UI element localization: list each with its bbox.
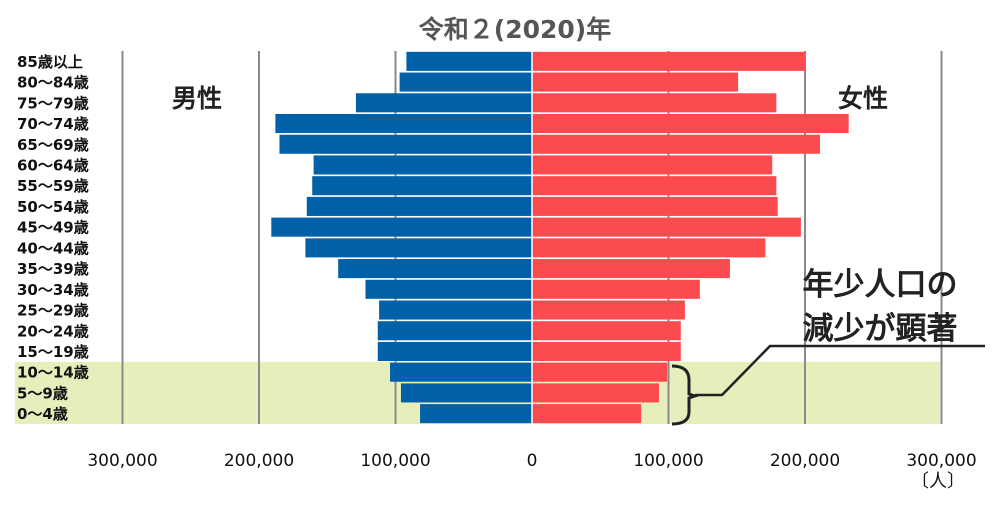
x-tick-label: 0 <box>527 451 538 471</box>
x-tick-label: 300,000 <box>87 451 157 471</box>
x-tick-label: 100,000 <box>633 451 703 471</box>
bar-male <box>338 259 532 279</box>
bar-female <box>532 196 778 216</box>
legend-female: 女性 <box>838 84 888 113</box>
x-axis-tick-labels: 300,000 200,000 100,000 0 100,000 200,000 300,… <box>87 451 976 471</box>
bar-male <box>377 321 532 341</box>
annotation-line-2: 減少が顕著 <box>803 311 958 347</box>
bar-male <box>271 217 532 237</box>
bar-female <box>532 383 659 403</box>
age-label: 50〜54歳 <box>17 198 89 216</box>
bar-male <box>406 51 532 71</box>
bar-female <box>532 217 801 237</box>
bar-female <box>532 321 681 341</box>
bar-male <box>305 238 532 258</box>
male-series <box>271 51 532 424</box>
bar-male <box>400 383 532 403</box>
age-label: 80〜84歳 <box>17 74 89 92</box>
bar-female <box>532 300 685 320</box>
bar-male <box>390 362 532 382</box>
age-label: 65〜69歳 <box>17 136 89 154</box>
bar-male <box>306 196 532 216</box>
bar-female <box>532 155 773 175</box>
bar-male <box>313 155 532 175</box>
age-label: 35〜39歳 <box>17 260 89 278</box>
bar-female <box>532 404 642 424</box>
bar-female <box>532 51 805 71</box>
age-label: 30〜34歳 <box>17 281 89 299</box>
chart-title: 令和２(2020)年 <box>419 15 611 44</box>
age-label: 15〜19歳 <box>17 343 89 361</box>
bar-male <box>377 341 532 362</box>
bar-male <box>420 404 532 424</box>
x-tick-label: 100,000 <box>360 451 430 471</box>
grid-lines <box>121 51 943 424</box>
age-label: 75〜79歳 <box>17 94 89 112</box>
bar-female <box>532 341 681 362</box>
bar-female <box>532 279 700 299</box>
age-label: 10〜14歳 <box>17 364 89 382</box>
bar-male <box>399 72 532 92</box>
age-label: 25〜29歳 <box>17 302 89 320</box>
bar-female <box>532 72 739 92</box>
legend-male: 男性 <box>172 84 222 113</box>
age-label: 0〜4歳 <box>17 405 68 423</box>
bar-female <box>532 113 849 134</box>
age-label: 70〜74歳 <box>17 115 89 133</box>
age-label: 45〜49歳 <box>17 219 89 237</box>
bar-male <box>279 134 532 154</box>
bar-male <box>365 279 532 299</box>
x-tick-label: 200,000 <box>770 451 840 471</box>
bar-male <box>355 93 532 113</box>
female-series <box>532 51 849 424</box>
x-tick-label: 200,000 <box>224 451 294 471</box>
age-label: 60〜64歳 <box>17 156 89 174</box>
bar-male <box>275 113 532 134</box>
annotation-leader-line <box>695 344 985 397</box>
x-tick-label: 300,000 <box>906 451 976 471</box>
age-axis-labels: 85歳以上 80〜84歳 75〜79歳 70〜74歳 65〜69歳 60〜64歳 55〜59… <box>17 53 89 423</box>
unit-label: 〔人〕 <box>911 471 965 492</box>
bar-female <box>532 93 777 113</box>
bar-female <box>532 176 777 196</box>
bar-female <box>532 238 766 258</box>
age-label: 55〜59歳 <box>17 177 89 195</box>
bar-female <box>532 134 821 154</box>
age-label: 85歳以上 <box>17 53 83 71</box>
age-label: 40〜44歳 <box>17 239 89 257</box>
bar-female <box>532 259 730 279</box>
annotation-line-1: 年少人口の <box>803 267 958 303</box>
age-label: 20〜24歳 <box>17 322 89 340</box>
age-label: 5〜9歳 <box>17 384 68 402</box>
bar-male <box>379 300 532 320</box>
annotation-bracket <box>671 364 700 426</box>
bar-male <box>312 176 532 196</box>
bar-female <box>532 362 668 382</box>
